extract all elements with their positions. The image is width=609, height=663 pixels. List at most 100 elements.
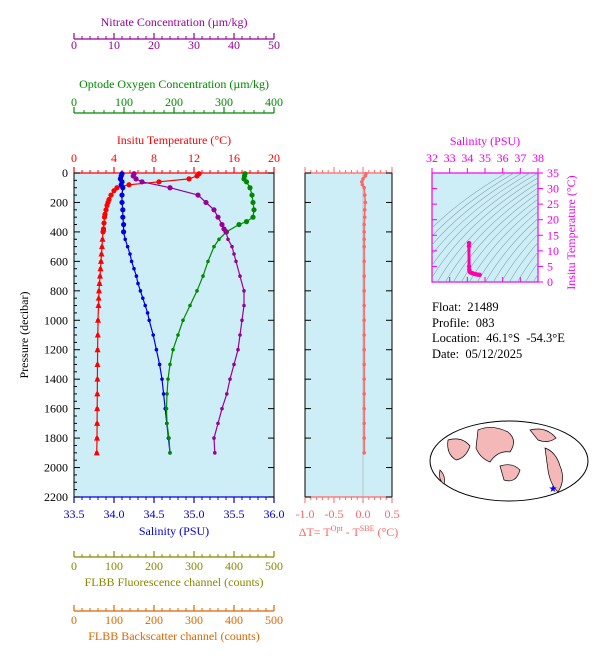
ts-point	[477, 272, 482, 278]
salinity-point	[119, 199, 125, 206]
temperature-tick-label: 12	[188, 151, 200, 165]
optode-oxygen-concentration-point	[188, 303, 192, 308]
pressure-tick-label: 1200	[44, 343, 68, 357]
nitrate-tick-label: 50	[268, 38, 280, 52]
insitu-temperature-markers-marker	[94, 375, 101, 382]
optode-oxygen-concentration-point	[243, 179, 250, 185]
nitrate-tick-label: 40	[228, 38, 240, 52]
oxygen-tick-label: 200	[165, 95, 183, 109]
optode-oxygen-concentration-point	[171, 347, 175, 352]
map-landmass	[475, 427, 514, 463]
ts-temperature-tick-label: 20	[547, 213, 559, 227]
salinity-tick-label: 34.5	[144, 507, 165, 521]
optode-oxygen-concentration-point	[201, 274, 205, 278]
nitrate-concentration-point	[232, 362, 236, 367]
salinity-point	[151, 333, 155, 337]
nitrate-concentration-point	[238, 274, 242, 278]
salinity-tick-label: 36.0	[264, 507, 285, 521]
insitu-temperature-point	[156, 179, 162, 185]
salinity-point	[132, 266, 136, 271]
insitu-temperature-markers-marker	[94, 434, 100, 441]
insitu-temperature-markers-marker	[94, 346, 101, 353]
nitrate-concentration-point	[242, 289, 246, 293]
delta-t-point	[362, 244, 366, 249]
insitu-temperature-markers-marker	[96, 279, 103, 286]
optode-oxygen-concentration-point	[181, 318, 185, 323]
map-landmass	[499, 464, 521, 482]
nitrate-concentration-point	[211, 207, 217, 213]
fluorescence-tick-label: 500	[265, 559, 283, 573]
delta-t-point	[360, 180, 364, 184]
optode-oxygen-concentration-point	[243, 219, 250, 225]
ts-sigma-contour	[432, 173, 523, 246]
optode-oxygen-concentration-point	[250, 214, 256, 220]
nitrate-concentration-point	[213, 451, 217, 455]
delta-t-point	[362, 436, 366, 440]
ts-temperature-tick-label: 10	[547, 244, 559, 258]
ts-sigma-contour	[525, 261, 538, 282]
salinity-point	[125, 244, 130, 249]
float-location: Location: 46.1°S -54.3°E	[432, 331, 565, 345]
optode-oxygen-concentration-point	[206, 259, 210, 264]
optode-oxygen-concentration-point	[168, 451, 172, 455]
backscatter-tick-label: 0	[71, 613, 77, 627]
nitrate-concentration-point	[195, 192, 201, 198]
ts-temperature-tick-label: 5	[547, 259, 553, 273]
optode-oxygen-concentration-point	[168, 362, 172, 367]
optode-oxygen-concentration-point	[212, 244, 216, 249]
nitrate-concentration-point	[226, 237, 230, 242]
delta-t-label-part: ΔT= T	[299, 525, 332, 539]
salinity-point	[143, 303, 147, 308]
nitrate-concentration-point	[234, 259, 238, 264]
nitrate-concentration-point	[215, 214, 221, 220]
oxygen-axis-title: Optode Oxygen Concentration (µm/kg)	[79, 77, 269, 91]
backscatter-tick-label: 200	[145, 613, 163, 627]
delta-t-point	[362, 377, 366, 381]
ts-sigma-contour	[432, 173, 531, 256]
insitu-temperature-markers-marker	[94, 405, 101, 412]
salinity-point	[120, 185, 126, 191]
salinity-point	[120, 214, 126, 220]
fluorescence-tick-label: 200	[145, 559, 163, 573]
insitu-temperature-markers-marker	[100, 225, 107, 232]
insitu-temperature-point	[101, 220, 107, 226]
delta-t-point	[362, 230, 366, 234]
backscatter-tick-label: 400	[225, 613, 243, 627]
salinity-tick-label: 35.0	[184, 507, 205, 521]
fluorescence-tick-label: 0	[71, 559, 77, 573]
map-landmass	[439, 469, 445, 485]
insitu-temperature-point	[194, 173, 200, 179]
nitrate-concentration-point	[212, 436, 216, 440]
ts-salinity-tick-label: 35	[479, 151, 491, 165]
insitu-temperature-markers-marker	[98, 250, 105, 257]
backscatter-tick-label: 300	[185, 613, 203, 627]
salinity-point	[160, 377, 164, 381]
salinity-tick-label: 35.5	[224, 507, 245, 521]
temperature-axis-title: Insitu Temperature (°C)	[117, 133, 231, 147]
insitu-temperature-markers-marker	[99, 243, 105, 250]
salinity-point	[147, 318, 151, 323]
nitrate-tick-label: 10	[108, 38, 120, 52]
nitrate-axis-title: Nitrate Concentration (µm/kg)	[101, 15, 248, 29]
salinity-point	[123, 237, 127, 242]
insitu-temperature-markers-marker	[93, 449, 100, 456]
temperature-tick-label: 0	[71, 151, 77, 165]
insitu-temperature-point	[101, 214, 108, 220]
nitrate-concentration-point	[203, 199, 209, 206]
delta-t-point	[362, 406, 366, 411]
ts-temperature-tick-label: 0	[547, 275, 553, 289]
ts-temperature-tick-label: 35	[547, 166, 559, 180]
ts-sigma-contour	[501, 233, 538, 282]
optode-oxygen-concentration-point	[164, 406, 169, 411]
insitu-temperature-markers-marker	[95, 302, 102, 309]
delta-t-point	[362, 222, 366, 227]
ts-salinity-tick-label: 36	[497, 151, 509, 165]
salinity-point	[136, 281, 140, 286]
ts-temperature-axis-title: Insitu Temperature (°C)	[564, 175, 578, 289]
nitrate-concentration-point	[240, 318, 244, 323]
ts-temperature-tick-label: 30	[547, 182, 559, 196]
delta-t-label-part: (°C)	[374, 525, 398, 539]
delta-t-tick-label: -0.5	[325, 507, 344, 521]
nitrate-concentration-point	[219, 221, 225, 228]
ts-sigma-contour	[432, 173, 538, 266]
